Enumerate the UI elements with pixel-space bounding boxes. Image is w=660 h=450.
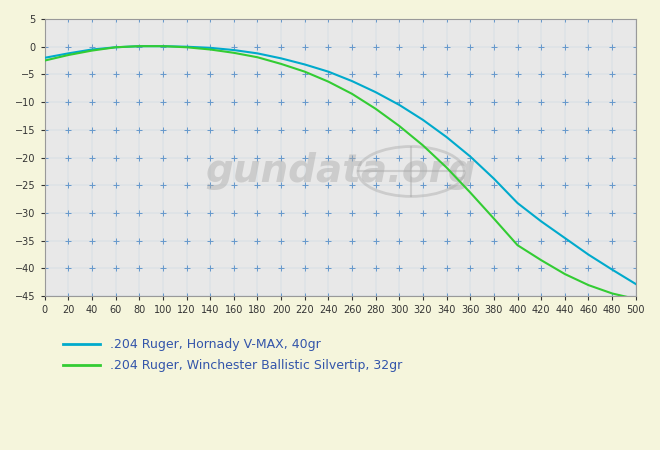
Legend: .204 Ruger, Hornady V-MAX, 40gr, .204 Ruger, Winchester Ballistic Silvertip, 32g: .204 Ruger, Hornady V-MAX, 40gr, .204 Ru… [63,338,403,372]
Text: gundata.org: gundata.org [205,153,475,190]
